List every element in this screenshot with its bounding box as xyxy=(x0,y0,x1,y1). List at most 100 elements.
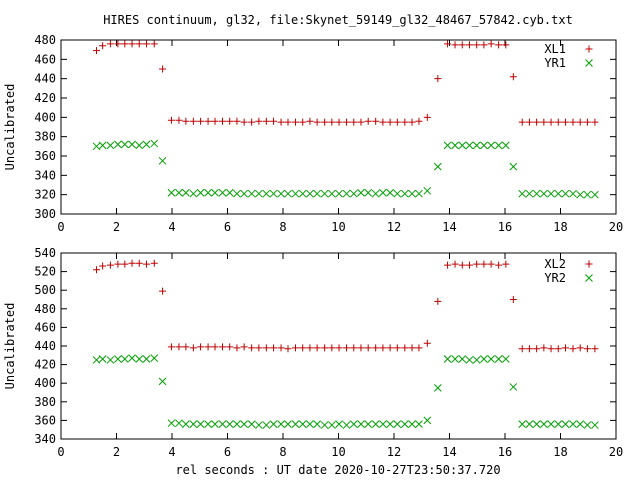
p2-yr2-point-43 xyxy=(408,420,416,428)
p2-yr2-point-57 xyxy=(518,420,527,428)
p1-xl1-point-37 xyxy=(364,117,372,125)
p1-xl1-point-23 xyxy=(262,117,270,125)
p2-xl2-point-40 xyxy=(386,344,394,352)
p1-y-tick-label-0: 300 xyxy=(34,207,56,221)
p2-xl2-point-58 xyxy=(525,345,533,353)
p2-xl2-point-43 xyxy=(408,344,416,352)
p1-yr1-point-45 xyxy=(423,186,432,195)
p2-xl2-point-6 xyxy=(135,259,143,267)
p2-yr2-point-16 xyxy=(211,420,219,428)
p1-xl1-point-58 xyxy=(525,118,533,126)
p2-legend-label-yr2: YR2 xyxy=(544,271,566,285)
p2-yr2-point-18 xyxy=(225,420,234,428)
p2-xl2-point-65 xyxy=(576,344,584,352)
p2-xl2-point-26 xyxy=(284,345,292,353)
p2-x-tick-label-1: 2 xyxy=(113,445,120,459)
p1-yr1-point-19 xyxy=(233,189,241,198)
p1-yr1-point-9 xyxy=(158,156,167,165)
p1-xl1-point-26 xyxy=(284,118,292,126)
p2-xl2-point-33 xyxy=(335,344,343,352)
p2-y-tick-label-4: 420 xyxy=(34,358,56,372)
p1-yr1-point-42 xyxy=(400,189,409,198)
p2-xl2-point-9 xyxy=(159,287,167,295)
p2-xl2-point-12 xyxy=(182,343,190,351)
p2-yr2-point-23 xyxy=(262,421,271,429)
p1-xl1-point-4 xyxy=(121,40,129,48)
p1-xl1-point-60 xyxy=(540,118,548,126)
p2-xl2-point-47 xyxy=(444,261,452,269)
chart-title: HIRES continuum, gl32, file:Skynet_59149… xyxy=(103,13,573,27)
p1-xl1-point-1 xyxy=(99,42,107,50)
p2-yr2-point-53 xyxy=(487,355,495,363)
p2-yr2-point-17 xyxy=(218,420,227,428)
p2-yr2-point-13 xyxy=(189,420,198,428)
p2-y-tick-label-6: 460 xyxy=(34,320,56,334)
p1-xl1-point-53 xyxy=(487,40,495,48)
p2-yr2-point-22 xyxy=(255,421,263,429)
p1-yr1-point-52 xyxy=(480,141,488,150)
p1-yr1-point-12 xyxy=(182,188,190,197)
p1-y-tick-label-7: 440 xyxy=(34,72,56,86)
p2-yr2-point-6 xyxy=(135,355,144,363)
p1-xl1-point-8 xyxy=(150,40,158,48)
x-axis-label: rel seconds : UT date 2020-10-27T23:50:3… xyxy=(175,463,500,477)
p1-xl1-point-2 xyxy=(106,40,114,48)
p2-xl2-point-44 xyxy=(415,344,423,352)
p1-yr1-point-14 xyxy=(196,188,205,197)
p2-yr2-point-66 xyxy=(583,421,592,429)
p1-xl1-point-33 xyxy=(335,118,343,126)
p2-y-tick-label-3: 400 xyxy=(34,376,56,390)
p1-xl1-point-66 xyxy=(583,118,591,126)
p2-y-tick-label-2: 380 xyxy=(34,395,56,409)
p2-y-tick-label-7: 480 xyxy=(34,302,56,316)
p2-yr2-point-63 xyxy=(561,420,570,428)
p1-yr1-point-3 xyxy=(114,140,122,149)
p2-xl2-point-7 xyxy=(142,260,150,268)
p2-yr2-point-20 xyxy=(240,420,249,428)
p2-xl2-point-17 xyxy=(219,343,227,351)
p1-yr1-point-24 xyxy=(269,189,278,198)
p1-xl1-point-35 xyxy=(350,118,358,126)
p2-x-tick-label-8: 16 xyxy=(498,445,512,459)
p1-xl1-point-24 xyxy=(270,117,278,125)
p1-xl1-point-31 xyxy=(321,118,329,126)
p1-yr1-point-11 xyxy=(175,188,183,197)
p1-legend-marker-yr1 xyxy=(585,59,593,67)
p2-yr2-point-0 xyxy=(92,356,101,364)
p1-y-tick-label-5: 400 xyxy=(34,110,56,124)
p1-xl1-point-0 xyxy=(93,47,101,55)
p2-xl2-point-0 xyxy=(93,266,101,274)
p2-xl2-point-62 xyxy=(554,345,562,353)
p1-yr1-point-54 xyxy=(494,141,503,150)
p1-yr1-point-5 xyxy=(128,140,136,149)
p2-yr2-point-9 xyxy=(158,377,167,386)
p1-yr1-point-13 xyxy=(189,189,198,198)
p2-yr2-point-27 xyxy=(291,420,300,428)
p2-yr2-point-15 xyxy=(204,420,212,428)
p2-xl2-point-20 xyxy=(240,343,248,351)
p2-legend-label-xl2: XL2 xyxy=(544,257,566,271)
bottom-panel-xl2-yr2: 0 2 4 6 8 10 12 14 16 18 20 340 360 380 400 420 440 460 48… xyxy=(3,246,623,459)
p1-yr1-point-49 xyxy=(458,141,467,150)
p1-yr1-point-50 xyxy=(465,141,474,150)
p2-yr2-point-64 xyxy=(569,420,577,428)
p2-yr2-point-48 xyxy=(451,355,459,363)
p2-y-axis-label: Uncalibrated xyxy=(3,303,17,390)
p2-series-xl2 xyxy=(93,259,599,353)
p2-yr2-point-3 xyxy=(114,355,122,363)
p2-y-tick-label-5: 440 xyxy=(34,339,56,353)
p2-yr2-point-50 xyxy=(465,356,474,364)
p1-xl1-point-65 xyxy=(576,118,584,126)
p2-xl2-point-32 xyxy=(328,344,336,352)
p2-x-tick-label-3: 6 xyxy=(224,445,231,459)
p1-xl1-point-62 xyxy=(554,118,562,126)
p1-yr1-point-25 xyxy=(277,189,285,198)
p2-yr2-point-49 xyxy=(458,355,467,363)
p2-xl2-point-11 xyxy=(175,343,183,351)
p1-xl1-point-20 xyxy=(240,118,248,126)
p1-yr1-point-0 xyxy=(92,142,101,151)
p2-xl2-point-2 xyxy=(106,261,114,269)
p2-xl2-point-13 xyxy=(189,344,197,352)
p1-yr1-point-59 xyxy=(532,189,541,198)
p2-xl2-point-49 xyxy=(458,261,466,269)
